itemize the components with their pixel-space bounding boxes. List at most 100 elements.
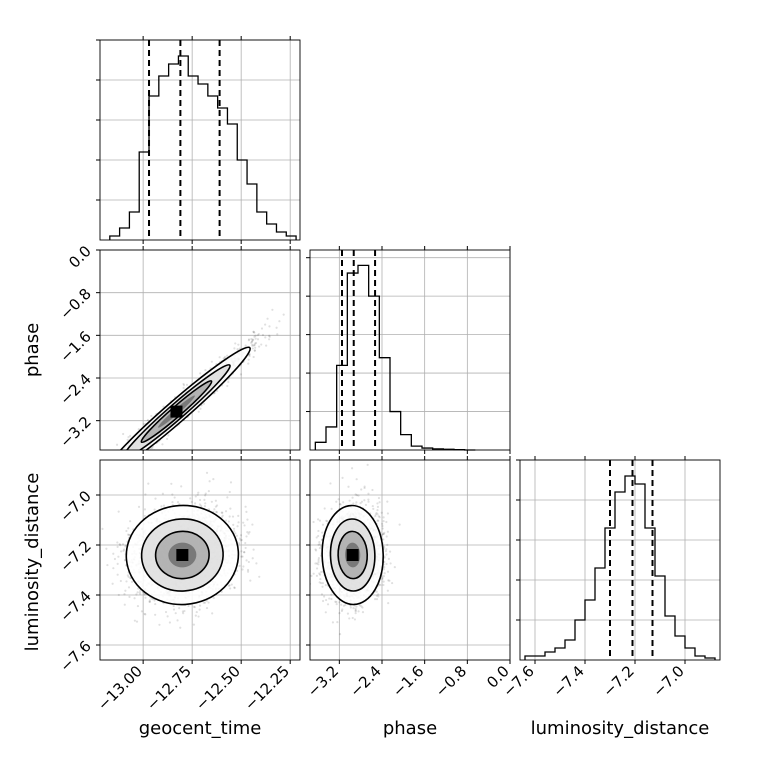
scatter-point [91,477,93,479]
scatter-point [115,443,119,446]
scatter-point [252,338,255,341]
scatter-point [250,337,253,341]
scatter-point [318,543,321,546]
scatter-point [112,552,115,555]
panel-phase-histogram [306,246,511,454]
scatter-point [247,339,250,342]
scatter-point [246,518,249,521]
scatter-point [146,418,149,422]
scatter-point [130,454,132,456]
scatter-point [116,472,118,474]
scatter-point [211,612,214,615]
scatter-point [127,455,129,457]
scatter-point [221,514,224,517]
scatter-point [107,473,109,475]
scatter-point [321,585,324,588]
scatter-point [226,354,229,357]
scatter-point [239,539,242,542]
scatter-point [254,346,257,349]
scatter-point [114,474,116,476]
scatter-point [122,455,124,457]
scatter-point [381,522,384,525]
scatter-point [109,467,111,469]
scatter-point [251,557,254,560]
scatter-point [230,583,233,586]
scatter-point [136,454,138,456]
scatter-point [251,347,254,350]
x-tick-label-phase: −2.4 [346,662,384,700]
scatter-point [210,500,213,503]
scatter-point [344,603,347,607]
scatter-point [233,530,236,533]
scatter-point [170,482,173,485]
scatter-point [122,458,124,460]
scatter-point [143,508,147,511]
scatter-point [202,601,205,604]
y-tick-label-luminosity-distance: −7.0 [56,487,94,525]
scatter-point [171,493,174,496]
scatter-point [120,465,122,467]
scatter-point [192,605,195,608]
scatter-point [145,453,147,455]
scatter-point [234,342,237,345]
scatter-point [142,422,145,426]
scatter-point [261,333,265,337]
scatter-point [117,510,120,513]
scatter-point [154,497,157,500]
scatter-point [252,355,255,359]
scatter-point [154,613,157,616]
scatter-point [108,473,110,475]
scatter-point [119,544,122,547]
scatter-point [88,486,90,488]
scatter-point [136,591,139,594]
scatter-point [252,548,255,551]
scatter-point [233,586,236,590]
scatter-point [127,453,129,455]
scatter-point [107,473,109,475]
scatter-point [112,473,114,475]
scatter-point [383,546,386,549]
scatter-point [199,372,202,375]
scatter-point [101,481,103,483]
scatter-point [143,593,146,596]
scatter-point [106,563,109,567]
scatter-point [122,432,125,436]
scatter-point [178,607,181,610]
scatter-point [182,384,186,387]
y-tick-label-phase: −0.8 [56,285,94,323]
scatter-point [198,608,201,611]
scatter-point [202,402,206,405]
scatter-point [254,334,257,337]
scatter-point [229,481,233,484]
scatter-point [207,490,210,493]
scatter-point [88,484,90,486]
scatter-point [220,511,223,514]
scatter-point [247,532,250,535]
scatter-point [131,450,133,452]
scatter-point [246,568,250,572]
scatter-point [129,434,132,438]
scatter-point [112,469,114,471]
scatter-point [359,604,362,607]
scatter-point [109,484,111,486]
scatter-point [254,337,257,340]
scatter-point [318,546,321,550]
scatter-point [233,347,236,350]
scatter-point [115,456,117,458]
scatter-point [226,384,229,388]
scatter-point [117,461,119,463]
scatter-point [226,496,229,499]
scatter-point [102,478,104,480]
scatter-point [245,535,248,538]
scatter-point [248,353,251,356]
scatter-point [92,483,94,485]
scatter-point [251,343,254,346]
scatter-point [253,349,256,352]
scatter-point [115,456,117,458]
scatter-point [123,456,125,458]
scatter-point [187,604,190,608]
scatter-point [130,450,132,452]
scatter-point [243,524,246,527]
scatter-point [137,505,141,508]
scatter-point [221,511,224,514]
